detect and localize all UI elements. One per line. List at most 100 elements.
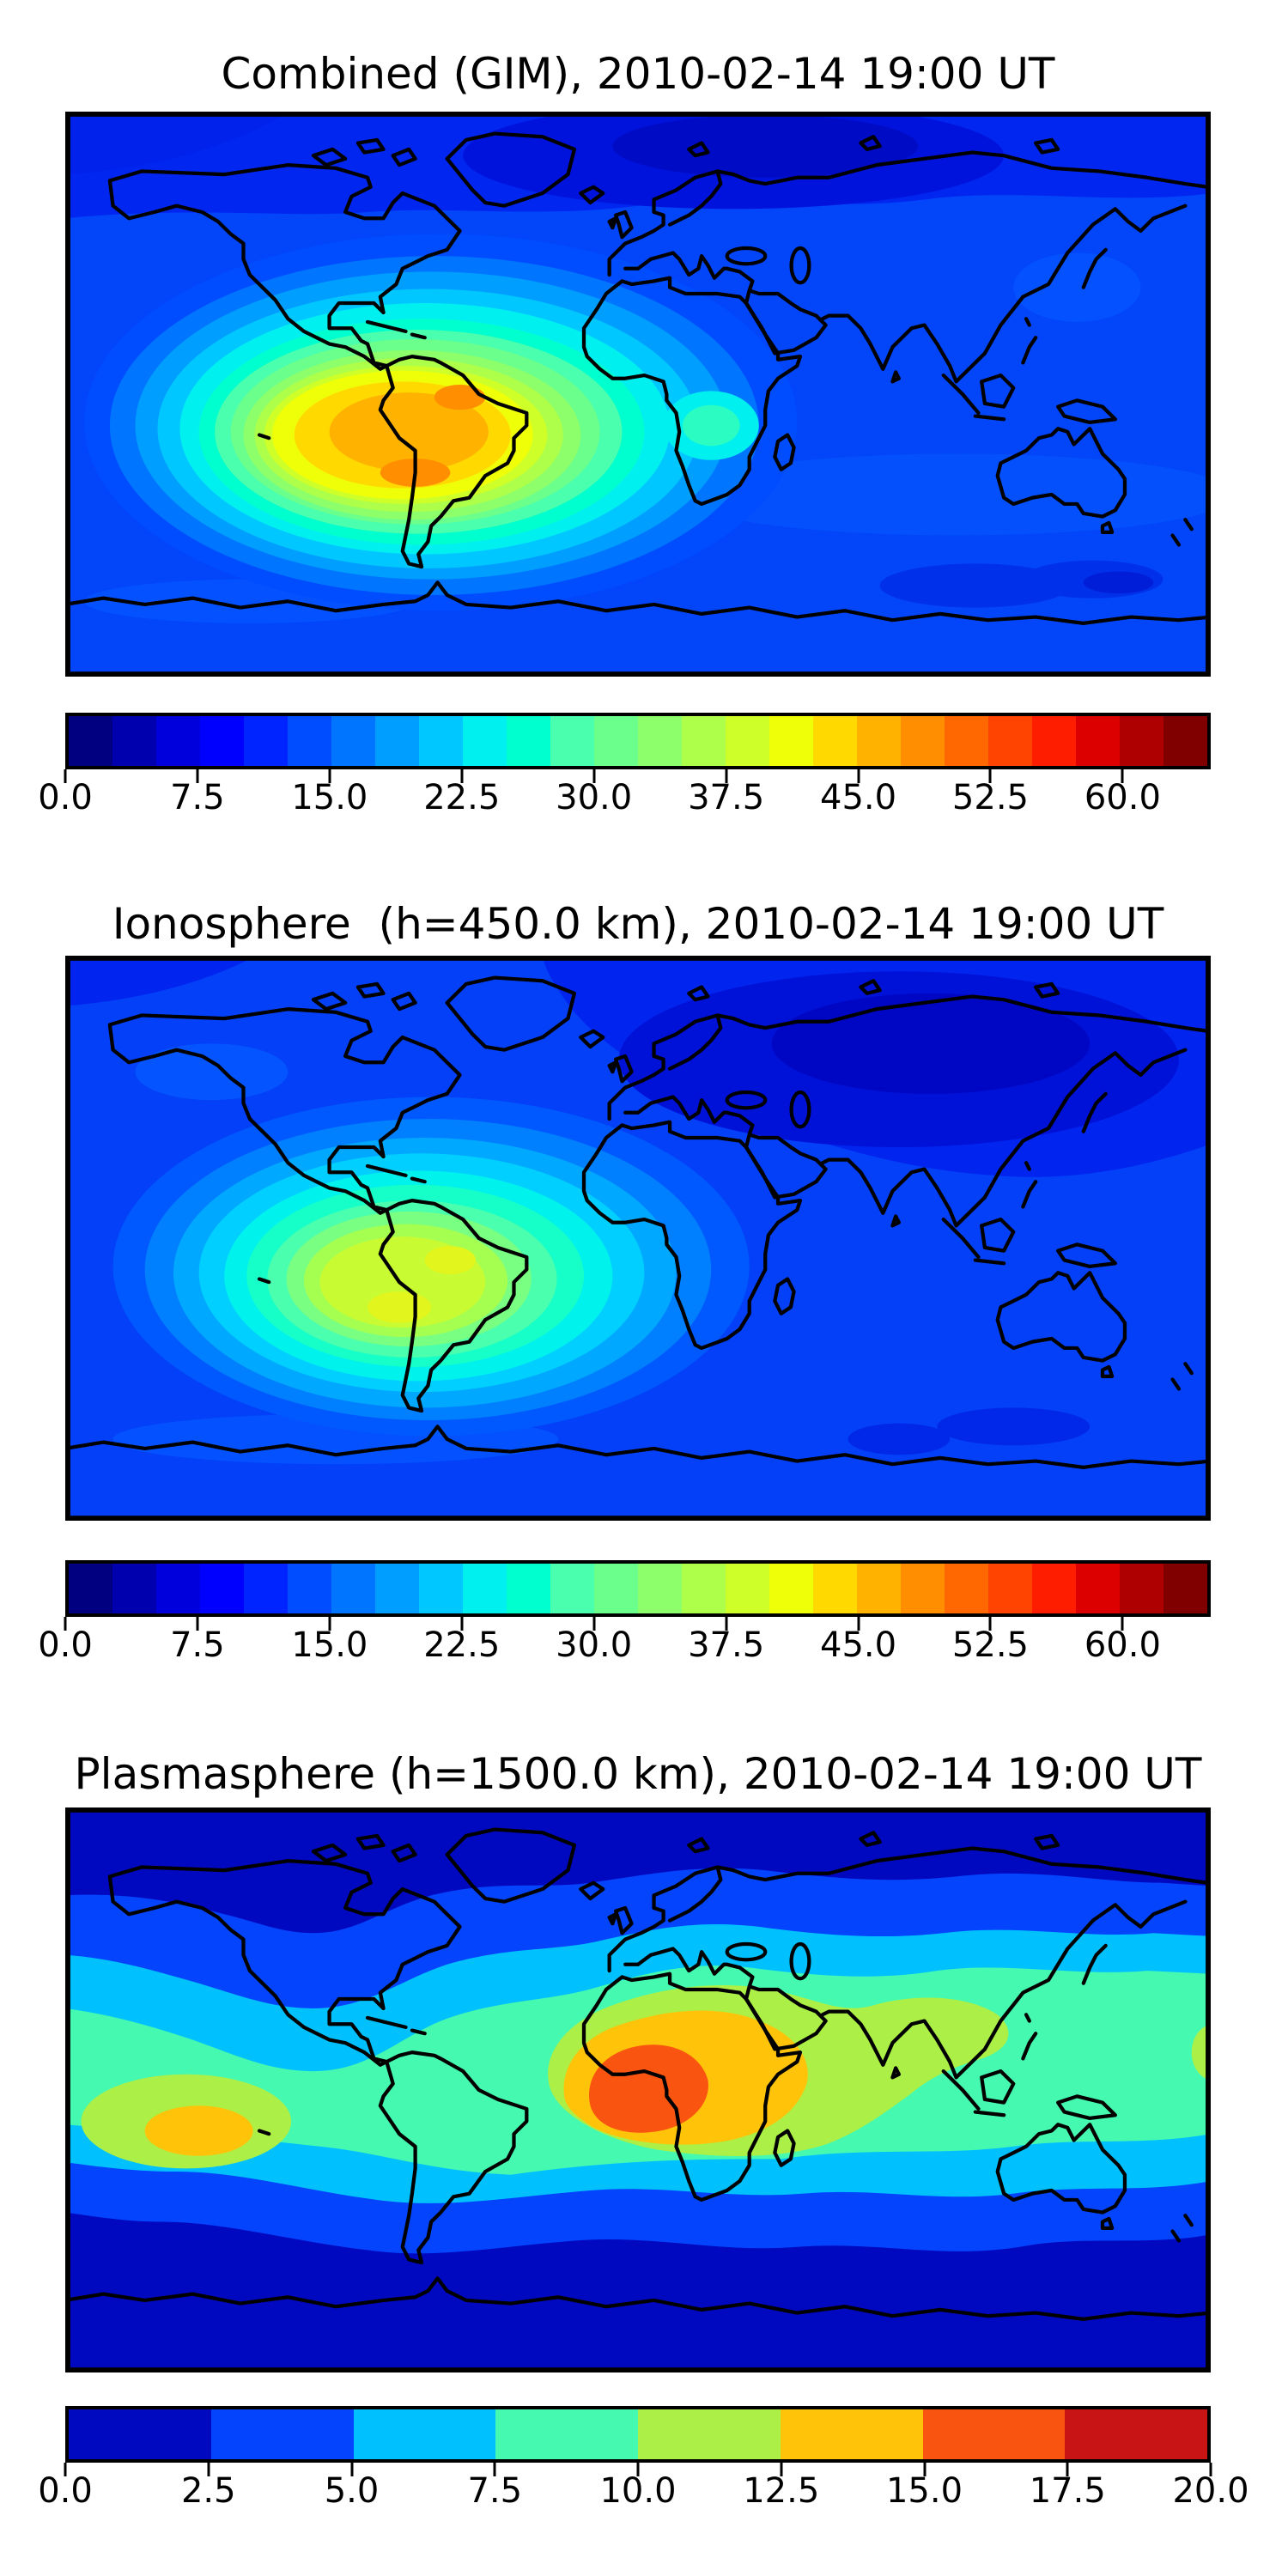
colorbar-tick-label: 7.5	[170, 778, 225, 817]
contour-bands	[65, 1807, 1211, 2372]
colorbar-tick	[350, 2463, 353, 2476]
colorbar-segment	[331, 716, 375, 766]
colorbar-tick-label: 37.5	[688, 1625, 765, 1665]
colorbar-segment	[1076, 716, 1120, 766]
colorbar-tick	[196, 1617, 199, 1631]
colorbar-tick	[725, 769, 728, 783]
colorbar-segment	[200, 716, 244, 766]
colorbar-tick-label: 22.5	[423, 778, 501, 817]
colorbar-tick-label: 0.0	[38, 2471, 93, 2511]
colorbar-ticks-combined	[64, 769, 1211, 783]
colorbar-tick	[988, 769, 992, 783]
colorbar-tick-label: 15.0	[291, 1625, 368, 1665]
colorbar-segment	[1065, 2409, 1207, 2459]
colorbar-ticks-plasmasphere	[64, 2463, 1212, 2476]
colorbar-segment	[780, 2409, 923, 2459]
colorbar-tick	[1066, 2463, 1069, 2476]
colorbar-segment	[331, 1564, 375, 1613]
colorbar-segment	[1032, 716, 1076, 766]
colorbar-tick	[1209, 2463, 1212, 2476]
colorbar-tick-label: 17.5	[1029, 2471, 1106, 2511]
colorbar-segment	[69, 1564, 112, 1613]
map-frame	[65, 1807, 1211, 2372]
colorbar-segment	[857, 716, 901, 766]
colorbar-tick-label: 0.0	[38, 778, 93, 817]
colorbar-tick	[207, 2463, 210, 2476]
colorbar-tick-label: 7.5	[170, 1625, 225, 1665]
colorbar-segment	[244, 1564, 288, 1613]
colorbar-segment	[638, 2409, 781, 2459]
colorbar-plasmasphere	[65, 2406, 1211, 2463]
colorbar-segment	[1076, 1564, 1120, 1613]
colorbar-tick-label: 20.0	[1172, 2471, 1249, 2511]
colorbar-segment	[769, 1564, 813, 1613]
colorbar-segment	[638, 716, 682, 766]
colorbar-tick-label: 30.0	[556, 1625, 633, 1665]
colorbar-segment	[945, 1564, 988, 1613]
colorbar-segment	[594, 1564, 638, 1613]
colorbar-combined	[65, 713, 1211, 769]
colorbar-segment	[550, 716, 594, 766]
colorbar-tick-label: 15.0	[885, 2471, 963, 2511]
colorbar-tick-label: 45.0	[820, 778, 897, 817]
colorbar-segment	[375, 716, 419, 766]
colorbar-tick-label: 60.0	[1084, 1625, 1161, 1665]
colorbar-tick	[725, 1617, 728, 1631]
colorbar-segment	[726, 716, 769, 766]
colorbar-tick-label: 5.0	[324, 2471, 380, 2511]
colorbar-segment	[594, 716, 638, 766]
colorbar-segment	[156, 716, 200, 766]
colorbar-segment	[288, 1564, 331, 1613]
contour-bands	[65, 956, 1211, 1521]
colorbar-segment	[901, 1564, 945, 1613]
colorbar-tick	[857, 1617, 860, 1631]
colorbar-segment	[769, 716, 813, 766]
colorbar-tick-label: 37.5	[688, 778, 765, 817]
colorbar-tick-label: 30.0	[556, 778, 633, 817]
colorbar-segment	[638, 1564, 682, 1613]
map-frame	[65, 112, 1211, 677]
colorbar-tick	[328, 769, 331, 783]
colorbar-segment	[1163, 716, 1207, 766]
colorbar-segment	[813, 716, 857, 766]
colorbar-segment	[1163, 1564, 1207, 1613]
colorbar-tick-label: 45.0	[820, 1625, 897, 1665]
colorbar-segment	[200, 1564, 244, 1613]
colorbar-segment	[375, 1564, 419, 1613]
colorbar-segment	[813, 1564, 857, 1613]
panel1-title: Combined (GIM), 2010-02-14 19:00 UT	[221, 49, 1055, 99]
colorbar-labels-ionosphere: 0.0 7.5 15.0 22.5 30.0 37.5 45.0 52.5 60.0	[38, 1625, 1211, 1668]
colorbar-labels-combined: 0.0 7.5 15.0 22.5 30.0 37.5 45.0 52.5 60.0	[38, 778, 1211, 821]
colorbar-tick	[592, 769, 596, 783]
colorbar-tick	[460, 769, 464, 783]
map-frame	[65, 956, 1211, 1521]
colorbar-segment	[682, 716, 726, 766]
colorbar-tick-label: 60.0	[1084, 778, 1161, 817]
panel3-title: Plasmasphere (h=1500.0 km), 2010-02-14 1…	[74, 1749, 1202, 1799]
colorbar-tick	[64, 2463, 67, 2476]
colorbar-tick-label: 12.5	[743, 2471, 820, 2511]
colorbar-segment	[288, 716, 331, 766]
colorbar-tick-label: 52.5	[951, 778, 1029, 817]
colorbar-segment	[69, 716, 112, 766]
colorbar-tick	[857, 769, 860, 783]
colorbar-tick-label: 22.5	[423, 1625, 501, 1665]
colorbar-segment	[112, 716, 156, 766]
colorbar-tick-label: 7.5	[467, 2471, 523, 2511]
colorbar-tick	[1121, 1617, 1124, 1631]
colorbar-segment	[682, 1564, 726, 1613]
colorbar-segment	[1032, 1564, 1076, 1613]
colorbar-segment	[463, 1564, 507, 1613]
colorbar-segment	[1120, 716, 1163, 766]
colorbar-tick	[196, 769, 199, 783]
colorbar-segment	[419, 1564, 463, 1613]
colorbar-tick-label: 0.0	[38, 1625, 93, 1665]
colorbar-tick	[923, 2463, 926, 2476]
colorbar-tick	[64, 1617, 67, 1631]
colorbar-segment	[112, 1564, 156, 1613]
colorbar-segment	[988, 1564, 1032, 1613]
colorbar-segment	[922, 2409, 1066, 2459]
colorbar-segment	[857, 1564, 901, 1613]
colorbar-segment	[507, 1564, 550, 1613]
colorbar-segment	[988, 716, 1032, 766]
